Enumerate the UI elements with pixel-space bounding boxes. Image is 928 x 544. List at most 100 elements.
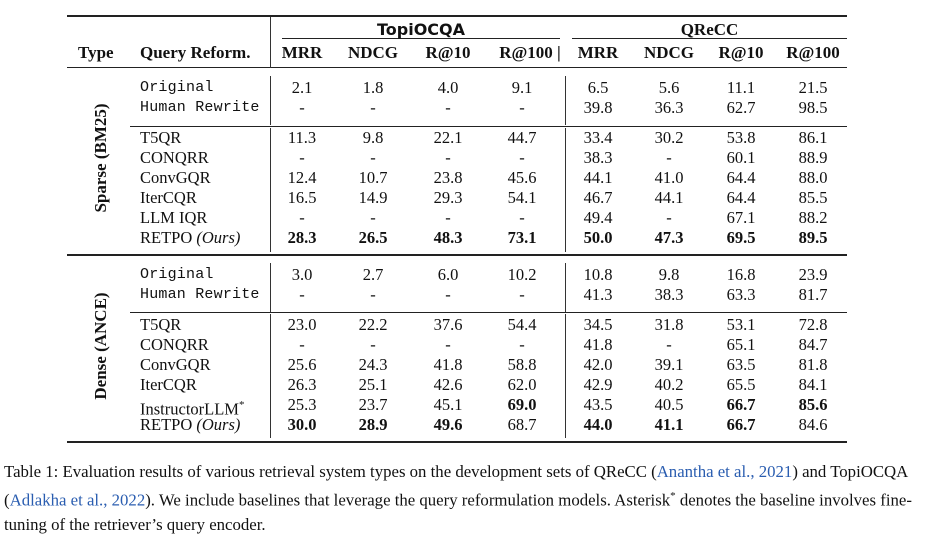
column-header-metric: R@10: [718, 43, 764, 62]
method-name: Original: [140, 265, 214, 285]
table-cell: 44.1: [654, 188, 684, 207]
column-divider-mid: [565, 263, 566, 312]
table-cell: 21.5: [798, 78, 828, 97]
table-cell: -: [299, 148, 305, 167]
table-cell: 50.0: [583, 228, 613, 247]
table-cell: -: [666, 335, 672, 354]
table-cell: 38.3: [654, 285, 684, 304]
table-cell: 65.5: [726, 375, 756, 394]
citation-link-adlakha[interactable]: Adlakha et al., 2022: [9, 490, 146, 510]
table-cell: 72.8: [798, 315, 828, 334]
method-name: ConvGQR: [140, 355, 211, 375]
table-cell: 41.3: [583, 285, 613, 304]
group-rule-qrecc: [572, 38, 847, 39]
group-header-qrecc: QReCC: [680, 20, 739, 39]
table-cell: 66.7: [726, 395, 756, 414]
table-cell: -: [445, 285, 451, 304]
table-cell: 41.0: [654, 168, 684, 187]
table-cell: 28.3: [287, 228, 317, 247]
table-cell: 46.7: [583, 188, 613, 207]
method-name: ConvGQR: [140, 168, 211, 188]
table-cell: 44.7: [507, 128, 537, 147]
table-cell: 88.0: [798, 168, 828, 187]
table-cell: 2.1: [291, 78, 313, 97]
method-name-text: RETPO: [140, 228, 193, 247]
table-cell: 41.8: [583, 335, 613, 354]
table-cell: 62.7: [726, 98, 756, 117]
table-cell: 36.3: [654, 98, 684, 117]
table-cell: 84.7: [798, 335, 828, 354]
table-cell: 69.0: [507, 395, 537, 414]
method-name: Original: [140, 78, 214, 98]
method-name-text: Original: [140, 79, 214, 96]
table-cell: 62.0: [507, 375, 537, 394]
table-cell: 6.0: [437, 265, 459, 284]
method-name-text: Human Rewrite: [140, 99, 260, 116]
table-cell: 63.3: [726, 285, 756, 304]
method-name-text: CONQRR: [140, 148, 209, 167]
table-cell: 11.1: [726, 78, 756, 97]
table-cell: -: [370, 285, 376, 304]
subgroup-rule-sparse: [130, 126, 847, 127]
table-cell: -: [445, 335, 451, 354]
section-rule: [67, 254, 847, 256]
caption-text: denotes the baseline involves fine-tunin…: [4, 490, 912, 534]
column-header-query-reform: Query Reform.: [140, 43, 251, 62]
table-cell: 1.8: [362, 78, 384, 97]
table-cell: -: [519, 285, 525, 304]
table-cell: -: [519, 148, 525, 167]
asterisk-superscript: *: [238, 399, 245, 411]
table-cell: 60.1: [726, 148, 756, 167]
table-cell: 10.2: [507, 265, 537, 284]
table-cell: 85.6: [798, 395, 828, 414]
table-cell: 39.1: [654, 355, 684, 374]
table-cell: 2.7: [362, 265, 384, 284]
column-divider-mid: [565, 314, 566, 438]
method-name: RETPO (Ours): [140, 228, 240, 248]
table-cell: 53.1: [726, 315, 756, 334]
table-cell: -: [519, 335, 525, 354]
caption-text: ) and TopiOCQA (: [4, 462, 908, 510]
table-cell: -: [445, 98, 451, 117]
table-cell: -: [299, 208, 305, 227]
table-cell: -: [299, 285, 305, 304]
table-cell: 84.6: [798, 415, 828, 434]
table-cell: 67.1: [726, 208, 756, 227]
table-cell: -: [370, 335, 376, 354]
table-cell: 45.6: [507, 168, 537, 187]
column-divider-mid: [565, 76, 566, 125]
table-cell: 89.5: [798, 228, 828, 247]
section-label-sparse: Sparse (BM25): [91, 103, 110, 213]
citation-link-anantha[interactable]: Anantha et al., 2021: [656, 462, 793, 481]
table-cell: -: [299, 335, 305, 354]
table-cell: 29.3: [433, 188, 463, 207]
table-cell: 81.7: [798, 285, 828, 304]
table-cell: 23.7: [358, 395, 388, 414]
caption-text: Table 1: Evaluation results of various r…: [4, 462, 657, 481]
table-cell: 9.8: [362, 128, 384, 147]
table-cell: 22.1: [433, 128, 463, 147]
table-cell: 53.8: [726, 128, 756, 147]
table-cell: -: [666, 208, 672, 227]
method-name-text: T5QR: [140, 315, 182, 334]
table-cell: 69.5: [726, 228, 756, 247]
table-cell: 64.4: [726, 188, 756, 207]
table-cell: -: [445, 148, 451, 167]
table-cell: 40.2: [654, 375, 684, 394]
table-cell: 25.1: [358, 375, 388, 394]
table-cell: 30.0: [287, 415, 317, 434]
table-cell: 10.7: [358, 168, 388, 187]
table-cell: 85.5: [798, 188, 828, 207]
group-header-topiocqa: TopiOCQA: [376, 20, 466, 39]
column-divider-mid: [565, 128, 566, 252]
table-cell: 41.1: [654, 415, 684, 434]
method-name-text: T5QR: [140, 128, 182, 147]
table-cell: 42.0: [583, 355, 613, 374]
section-label-dense: Dense (ANCE): [91, 292, 110, 400]
table-cell: 63.5: [726, 355, 756, 374]
table-cell: -: [370, 208, 376, 227]
method-name-text: InstructorLLM: [140, 399, 239, 419]
method-name: InstructorLLM*: [140, 395, 244, 420]
table-cell: 49.6: [433, 415, 463, 434]
